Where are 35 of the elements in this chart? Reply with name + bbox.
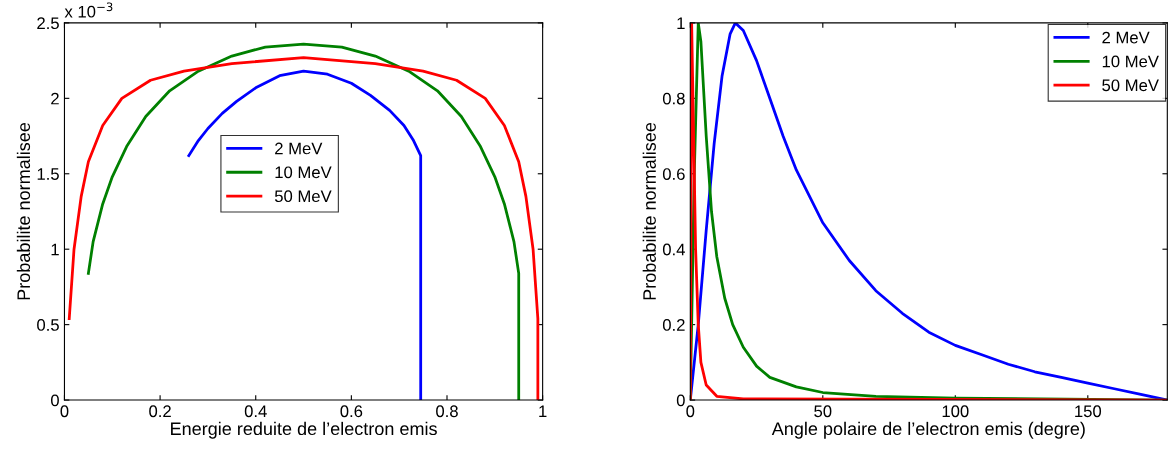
x-axis-title: Angle polaire de l’electron emis (degre) bbox=[771, 421, 1085, 439]
y-axis-title: Probabilite normalisee bbox=[16, 122, 31, 300]
legend-label: 2 MeV bbox=[275, 142, 323, 155]
legend-label: 10 MeV bbox=[275, 166, 332, 179]
x-tick-label: 0.2 bbox=[149, 405, 171, 418]
y-tick-label: 2.5 bbox=[37, 17, 59, 30]
y-tick-label: 0.4 bbox=[662, 243, 685, 256]
legend-label: 50 MeV bbox=[1102, 79, 1159, 92]
x-tick-label: 0.8 bbox=[436, 405, 458, 418]
text: x 10$^{−3}$ bbox=[64, 2, 113, 18]
y-tick-label: 1 bbox=[51, 243, 59, 256]
x-tick-label: 0 bbox=[60, 405, 69, 418]
line-series bbox=[690, 22, 1168, 401]
y-tick-label: 1.5 bbox=[37, 168, 59, 180]
y-tick-label: 0.6 bbox=[662, 168, 685, 180]
y-tick-label: 0.5 bbox=[37, 319, 59, 331]
y-tick-label: 0.2 bbox=[662, 319, 685, 331]
x-tick-label: 150 bbox=[1075, 405, 1102, 418]
y-tick-label: 0.8 bbox=[662, 92, 685, 105]
x-tick-label: 100 bbox=[942, 405, 969, 418]
legend-label: 50 MeV bbox=[274, 190, 332, 203]
line-series bbox=[187, 69, 423, 401]
x-tick-label: 50 bbox=[814, 405, 832, 418]
y-tick-label: 1 bbox=[677, 17, 685, 29]
x-tick-label: 0.4 bbox=[244, 405, 267, 418]
y-tick-label: 0 bbox=[50, 394, 59, 407]
y-axis-title: Probabilite normalisee bbox=[642, 122, 656, 300]
y-tick-label: 0 bbox=[676, 394, 685, 407]
x-axis-title: Energie reduite de l’electron emis bbox=[171, 421, 437, 439]
x-tick-label: 0 bbox=[686, 405, 695, 418]
x-tick-label: 0.6 bbox=[340, 405, 363, 418]
y-tick-label: 2 bbox=[51, 92, 59, 105]
legend-label: 2 MeV bbox=[1102, 31, 1150, 44]
legend-label: 10 MeV bbox=[1102, 55, 1159, 68]
x-tick-label: 1 bbox=[539, 405, 547, 417]
